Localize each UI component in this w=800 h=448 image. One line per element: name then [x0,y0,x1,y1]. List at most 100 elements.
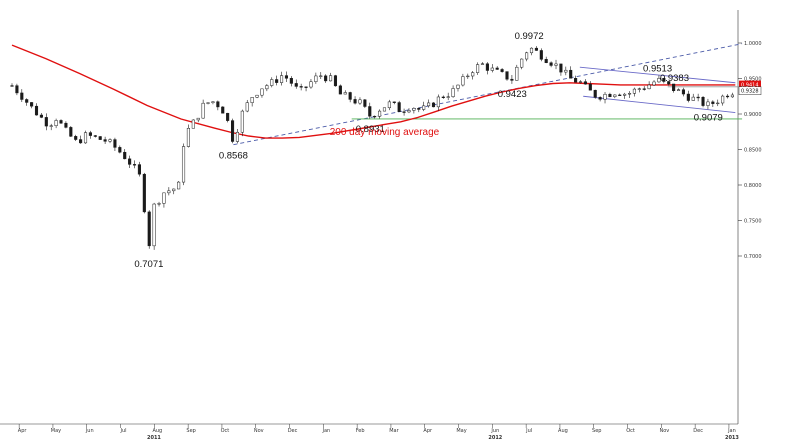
x-month-label: Sep [592,428,601,434]
candle-body [79,139,83,144]
x-month-label: Jan [727,428,736,434]
y-tick-label: 0.9500 [744,77,762,83]
x-month-label: Dec [693,428,703,434]
candle-body [427,102,431,107]
candle-body [338,85,342,95]
candle-body [69,127,73,137]
candle-body [603,93,607,100]
x-month-label: Jun [490,428,499,434]
candle-body [618,94,622,96]
candle-body [456,84,460,89]
candle-body [608,93,612,98]
candle-body [461,76,465,86]
candle-body [534,47,538,51]
trend-lines-layer [233,43,743,146]
candle-body [348,92,352,100]
candle-body [525,52,529,60]
candle-body [422,105,426,110]
candle-body [569,69,573,79]
candle-body [500,69,504,72]
trend-line-channel-lower [583,95,736,114]
candle-body [353,99,357,104]
candle-body [226,112,230,121]
price-annotation: 0.9423 [498,89,527,100]
x-month-label: May [456,428,466,434]
candle-body [647,84,651,90]
y-tick-label: 0.8000 [744,183,762,189]
x-month-label: Apr [18,428,28,434]
candle-body [15,85,19,94]
ma-price-badge [739,80,761,89]
candle-body [431,102,436,108]
ma-label: 200 day moving average [330,127,440,138]
candle-body [412,108,416,111]
candle-body [10,85,14,87]
candle-body [201,102,205,119]
candle-body [167,190,171,194]
x-month-label: Aug [558,428,568,434]
y-tick-label: 0.7000 [744,254,762,260]
candle-body [368,106,372,117]
candle-body [123,151,127,160]
candle-body [583,81,587,85]
candle-body [490,67,494,71]
candle-body [485,63,489,71]
candle-body [152,203,156,247]
candle-body [402,111,406,113]
candle-body [250,97,254,103]
candle-body [392,101,396,103]
candle-body [559,63,563,73]
candle-body [240,110,244,133]
candle-body [299,86,303,88]
candle-body [529,47,534,54]
candle-body [632,88,636,94]
candle-body [451,88,455,97]
x-axis-labels: Apr May Jun Jul Aug Sep Oct Nov Dec Jan Feb Mar Apr M… [18,424,739,441]
price-annotation: 0.9383 [660,73,689,84]
x-month-label: Apr [423,428,433,434]
ma-line [11,44,736,139]
y-axis-labels: 1.0000 0.9500 0.9000 0.8500 0.8000 0.7500 0.70… [738,41,762,260]
candle-body [730,94,734,98]
candle-body [147,211,151,247]
candle-body [157,203,161,205]
candle-body [280,75,284,83]
candle-body [564,69,568,73]
x-month-label: Jul [120,428,127,434]
price-annotation: 0.9972 [515,31,544,42]
candle-body [539,50,543,60]
candle-body [191,119,195,129]
x-month-label: Nov [254,428,264,434]
x-month-label: Nov [659,428,669,434]
y-tick-label: 1.0000 [744,41,762,47]
candle-body [177,181,181,190]
candle-body [211,101,215,103]
candle-body [93,135,97,137]
candle-body [495,67,499,70]
candle-body [137,164,141,175]
candle-body [387,101,391,109]
candle-body [128,158,132,165]
candle-body [30,102,34,107]
x-month-label: Sep [186,428,195,434]
trend-line-uptrend-dashed [233,43,743,146]
candle-body [98,136,102,140]
candle-body [186,128,190,147]
x-month-label: Aug [152,428,162,434]
candle-body [510,78,514,81]
candle-body [407,110,411,113]
x-year-label: 2011 [147,435,161,441]
candle-body [142,173,146,213]
trend-line-channel-upper [579,66,736,84]
candle-body [343,92,347,95]
candle-body [441,96,445,99]
candles-layer [10,46,734,250]
candle-body [681,89,685,95]
candle-body [657,78,661,83]
candle-body [471,72,475,77]
price-annotation: 0.9079 [694,112,723,123]
ma-price-badge-text: 0.9414 [741,83,759,89]
candle-body [691,96,695,101]
